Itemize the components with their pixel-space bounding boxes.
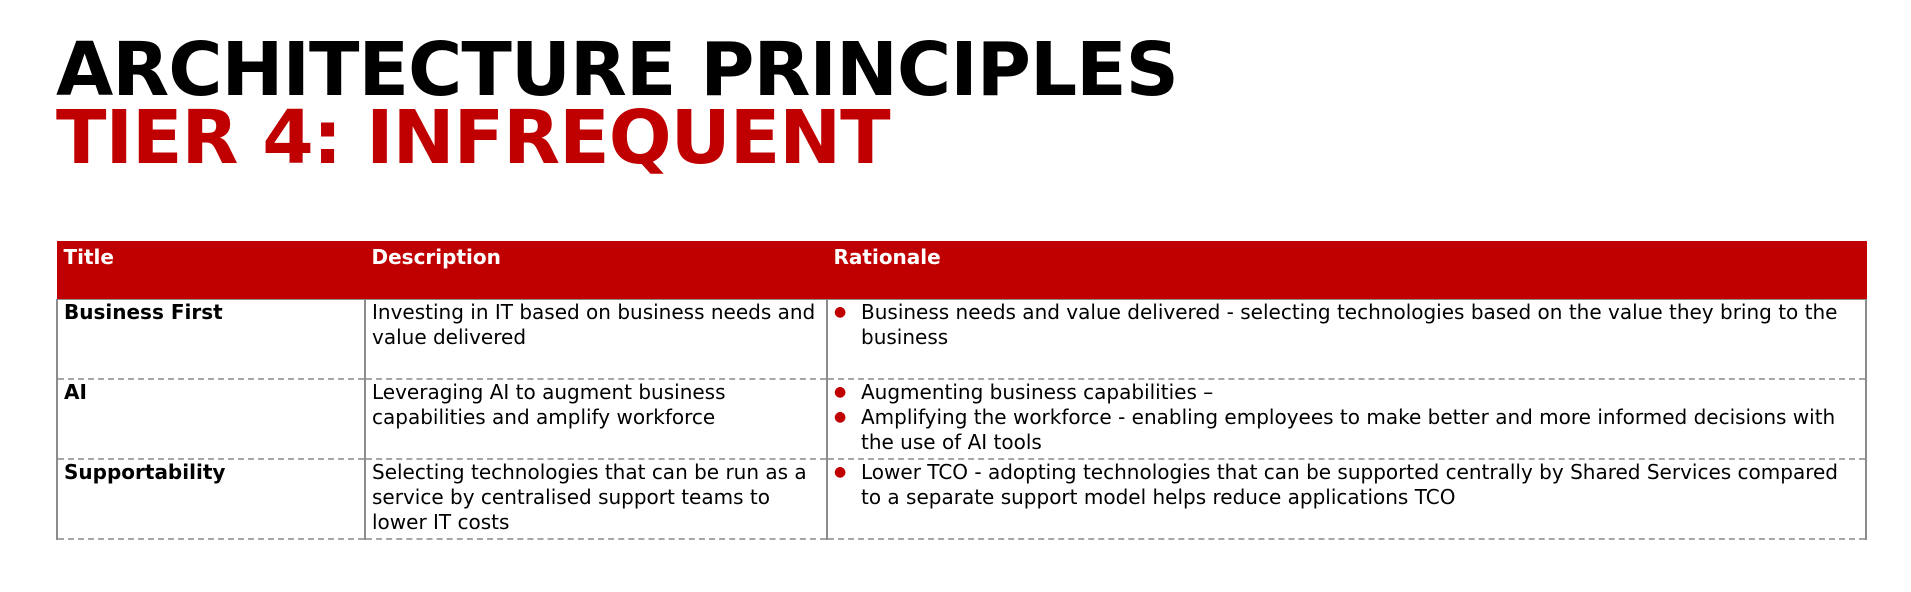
principle-rationale: ● Augmenting business capabilities – ● Amp… [826, 379, 1867, 460]
principle-title: Supportability [56, 459, 366, 540]
principle-description: Selecting technologies that can be run a… [364, 459, 828, 540]
column-header-description: Description [364, 241, 828, 299]
principle-description: Investing in IT based on business needs … [364, 298, 828, 380]
principle-rationale: ● Lower TCO - adopting technologies that … [826, 459, 1867, 540]
rationale-list: ● Lower TCO - adopting technologies that … [834, 460, 1859, 510]
page-title: ARCHITECTURE PRINCIPLES TIER 4: INFREQUE… [56, 27, 1179, 181]
rationale-item: ● Lower TCO - adopting technologies that … [834, 460, 1859, 510]
bullet-icon: ● [834, 464, 847, 480]
page-title-line2: TIER 4: INFREQUENT [56, 95, 891, 181]
table-row: Supportability Selecting technologies th… [56, 459, 1867, 540]
bullet-icon: ● [834, 384, 847, 400]
principle-description: Leveraging AI to augment business capabi… [364, 379, 828, 460]
principle-rationale: ● Business needs and value delivered - se… [826, 298, 1867, 380]
table-row: Business First Investing in IT based on … [56, 298, 1867, 380]
bullet-icon: ● [834, 303, 847, 320]
rationale-text: Amplifying the workforce - enabling empl… [861, 405, 1836, 454]
principle-title: AI [56, 379, 366, 460]
bullet-icon: ● [834, 409, 847, 425]
table-header-row: Title Description Rationale [56, 241, 1867, 299]
principles-table: Title Description Rationale Business Fir… [56, 241, 1867, 540]
rationale-item: ● Amplifying the workforce - enabling emp… [834, 405, 1859, 455]
rationale-text: Augmenting business capabilities – [861, 380, 1214, 404]
rationale-text: Business needs and value delivered - sel… [861, 299, 1838, 349]
column-header-rationale: Rationale [826, 241, 1867, 299]
table-row: AI Leveraging AI to augment business cap… [56, 379, 1867, 460]
rationale-text: Lower TCO - adopting technologies that c… [861, 460, 1838, 509]
rationale-item: ● Business needs and value delivered - se… [834, 300, 1859, 350]
rationale-item: ● Augmenting business capabilities – [834, 380, 1859, 405]
page-title-line1: ARCHITECTURE PRINCIPLES [56, 27, 1179, 113]
principle-title: Business First [56, 298, 366, 380]
column-header-title: Title [56, 241, 366, 299]
rationale-list: ● Business needs and value delivered - se… [834, 300, 1859, 350]
rationale-list: ● Augmenting business capabilities – ● Amp… [834, 380, 1859, 455]
